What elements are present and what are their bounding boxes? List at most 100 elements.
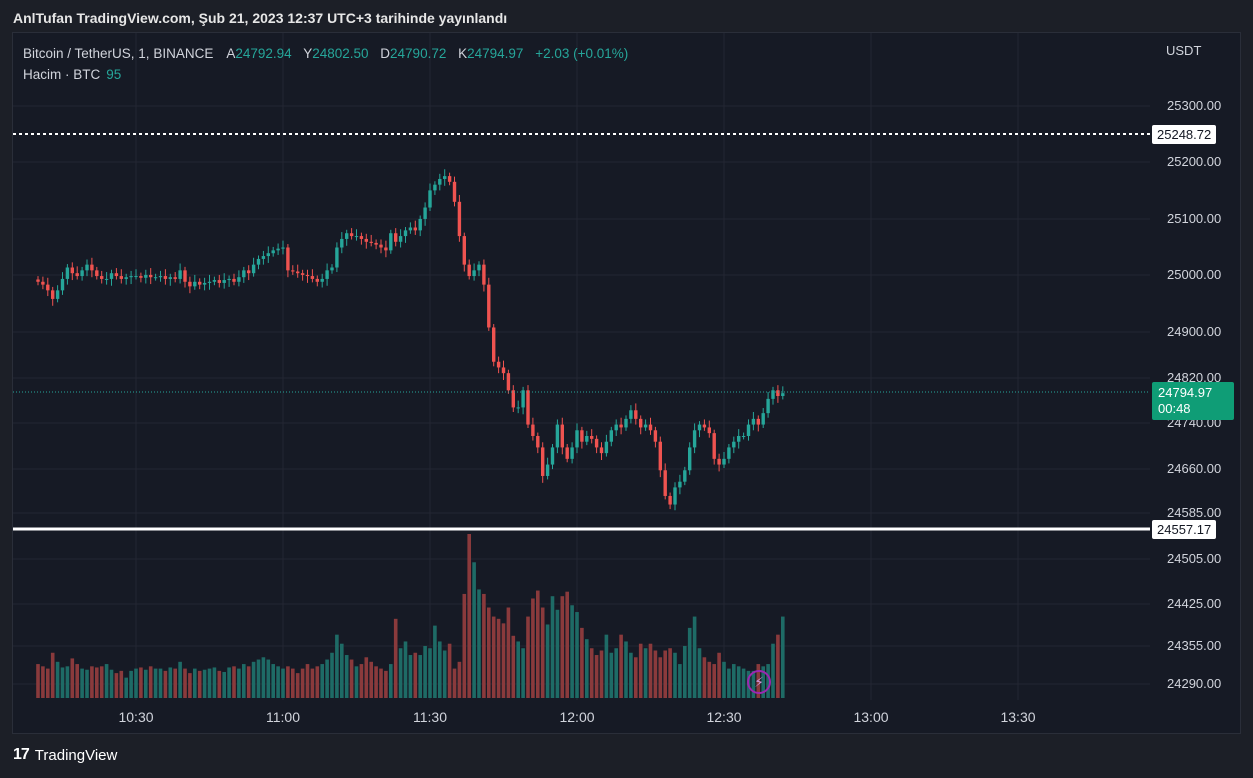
candle-body: [85, 264, 89, 271]
candle-body: [389, 233, 393, 251]
volume-bar: [99, 666, 104, 698]
volume-bar: [413, 652, 418, 698]
candle-body: [712, 433, 716, 459]
volume-bar: [550, 596, 555, 698]
candle-body: [658, 441, 662, 471]
high-label: Y: [303, 46, 313, 61]
volume-bar: [526, 616, 530, 698]
volume-bar: [90, 666, 94, 698]
volume-bar: [271, 664, 275, 698]
candle-body: [521, 390, 525, 408]
volume-bar: [736, 666, 741, 698]
lightning-icon[interactable]: ⚡: [747, 670, 771, 694]
volume-bar: [722, 661, 726, 698]
brand-name: TradingView: [34, 746, 118, 764]
close-label: K: [458, 46, 468, 61]
candle-body: [746, 424, 751, 436]
volume-bar: [653, 650, 658, 698]
volume-bar: [540, 607, 545, 698]
volume-bar: [707, 661, 712, 698]
candle-body: [531, 424, 535, 436]
volume-bar: [491, 616, 496, 698]
candle-body: [178, 270, 182, 279]
candle-body: [193, 281, 197, 287]
candle-body: [496, 361, 501, 368]
volume-bar: [335, 634, 339, 698]
volume-bar: [585, 639, 589, 698]
candle-body: [697, 424, 702, 431]
volume-bar: [163, 670, 168, 698]
candle-countdown: 00:48: [1158, 401, 1191, 416]
candle-body: [70, 267, 74, 274]
price-tick-label: 25200.00: [1167, 154, 1222, 169]
volume-bar: [638, 643, 643, 698]
candle-body: [65, 267, 70, 279]
volume-bar: [114, 673, 119, 698]
change-value: +2.03 (+0.01%): [535, 46, 629, 61]
candle-body: [198, 281, 202, 285]
price-tick-label: 24505.00: [1167, 551, 1222, 566]
volume-bar: [178, 661, 182, 698]
volume-bar: [168, 667, 173, 698]
price-tick-label: 24820.00: [1167, 370, 1222, 385]
volume-bar: [462, 593, 467, 698]
volume-bar: [325, 659, 329, 698]
symbol-legend: Bitcoin / TetherUS, 1, BINANCE A24792.94…: [23, 46, 636, 61]
candle-body: [408, 227, 413, 231]
time-tick-label: 10:30: [118, 709, 154, 725]
candle-body: [614, 424, 618, 431]
volume-bar: [389, 664, 393, 698]
candle-body: [604, 441, 609, 454]
candle-body: [545, 464, 550, 476]
candle-body: [722, 458, 726, 465]
chart-frame[interactable]: [12, 32, 1241, 734]
candle-body: [359, 236, 364, 239]
volume-bar: [46, 668, 50, 698]
volume-bar: [217, 670, 222, 698]
volume-bar: [124, 677, 128, 698]
volume-bar: [702, 657, 707, 698]
candle-body: [678, 481, 682, 488]
volume-bar: [609, 652, 614, 698]
volume-bar: [418, 655, 422, 698]
last-price-value: 24794.97: [1158, 385, 1213, 400]
volume-bar: [516, 641, 520, 698]
currency-label: USDT: [1166, 43, 1202, 58]
candle-body: [349, 233, 354, 237]
volume-bar: [50, 652, 55, 698]
volume-bar: [536, 590, 540, 698]
volume-bar: [673, 652, 677, 698]
volume-bar: [531, 598, 535, 698]
candle-body: [550, 447, 555, 465]
volume-bar: [188, 673, 192, 698]
candle-body: [487, 284, 491, 328]
candle-body: [291, 270, 295, 272]
candle-body: [663, 470, 667, 496]
volume-bar: [364, 657, 369, 698]
volume-bar: [629, 652, 633, 698]
low-label: D: [380, 46, 391, 61]
volume-bar: [423, 645, 427, 698]
volume-bar: [614, 648, 618, 698]
volume-bar: [134, 668, 138, 698]
volume-bar: [732, 664, 736, 698]
candle-body: [482, 264, 486, 285]
candle-body: [653, 430, 658, 442]
candle-body: [100, 276, 104, 279]
candle-body: [256, 258, 261, 265]
volume-legend: Hacim · BTC 95: [23, 67, 121, 82]
volume-bar: [678, 664, 682, 698]
volume-bar: [242, 664, 246, 698]
candle-body: [590, 435, 594, 439]
volume-bar: [570, 605, 574, 698]
candle-body: [648, 424, 653, 431]
footer-brand: 17 TradingView: [13, 746, 117, 764]
candle-body: [766, 398, 770, 414]
candle-body: [149, 274, 153, 278]
candle-body: [369, 241, 373, 243]
candle-body: [163, 276, 168, 279]
low-value: 24790.72: [390, 46, 447, 61]
volume-bar: [55, 661, 60, 698]
volume-bar: [619, 634, 623, 698]
